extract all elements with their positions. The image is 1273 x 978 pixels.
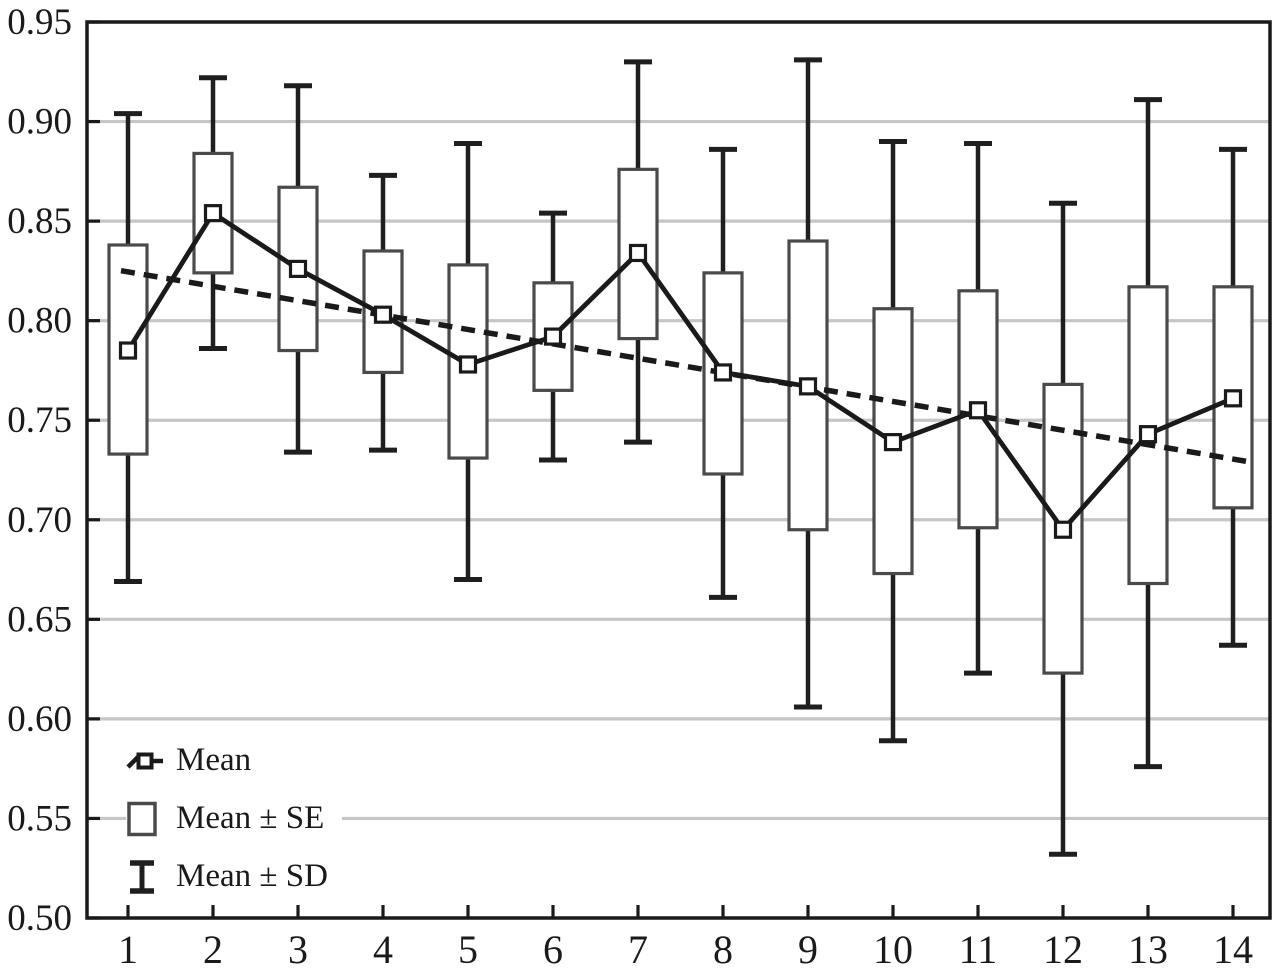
legend-label-mean-sd: Mean ± SD (176, 858, 328, 894)
se-box (192, 151, 234, 275)
x-tick-label: 9 (798, 927, 818, 972)
x-tick-label: 3 (288, 927, 308, 972)
y-tick-label: 0.75 (7, 400, 72, 441)
y-tick-label: 0.50 (7, 898, 72, 939)
legend: Mean Mean ± SE Mean ± SD (126, 742, 342, 895)
mean-marker (543, 327, 563, 346)
x-tick-label: 1 (118, 927, 138, 972)
y-tick-label: 0.85 (7, 201, 72, 242)
y-tick-label: 0.55 (7, 798, 72, 839)
y-tick-label: 0.65 (7, 599, 72, 640)
mean-marker (713, 363, 733, 382)
mean-marker (458, 355, 478, 374)
trend-dashed-line (120, 267, 1248, 465)
x-tick-label: 8 (713, 927, 733, 972)
mean-marker (968, 401, 988, 420)
mean-marker (288, 259, 308, 278)
y-tick-label: 0.80 (7, 301, 72, 342)
mean-marker (1053, 520, 1073, 539)
se-box-icon (126, 801, 166, 837)
y-tick-label: 0.90 (7, 102, 72, 143)
legend-item-mean-se: Mean ± SE (126, 800, 342, 837)
mean-marker (373, 305, 393, 324)
mean-marker (1223, 389, 1243, 408)
legend-label-mean: Mean (176, 742, 252, 778)
mean-marker (1138, 425, 1158, 444)
x-tick-label: 11 (959, 927, 998, 972)
x-tick-label: 14 (1213, 927, 1253, 972)
x-tick-label: 5 (458, 927, 478, 972)
y-tick-label: 0.95 (7, 2, 72, 43)
x-tick-label: 6 (543, 927, 563, 972)
legend-item-mean-sd: Mean ± SD (126, 858, 342, 895)
legend-item-mean: Mean (126, 742, 342, 779)
sd-whisker-icon (126, 859, 166, 895)
x-tick-label: 10 (873, 927, 913, 972)
mean-line (125, 209, 1234, 534)
mean-marker (203, 204, 223, 223)
x-tick-label: 13 (1128, 927, 1168, 972)
mean-marker (628, 243, 648, 263)
mean-marker (798, 377, 818, 396)
x-tick-label: 12 (1043, 927, 1083, 972)
y-tick-label: 0.70 (7, 500, 72, 541)
mean-marker (883, 433, 903, 452)
x-tick-label: 2 (203, 927, 223, 972)
x-tick-label: 4 (373, 927, 393, 972)
mean-marker (118, 341, 138, 360)
legend-label-mean-se: Mean ± SE (176, 800, 325, 836)
plot-frame (85, 20, 1272, 920)
y-tick-label: 0.60 (7, 699, 72, 740)
mean-marker-icon (126, 747, 166, 775)
x-tick-label: 7 (628, 927, 648, 972)
